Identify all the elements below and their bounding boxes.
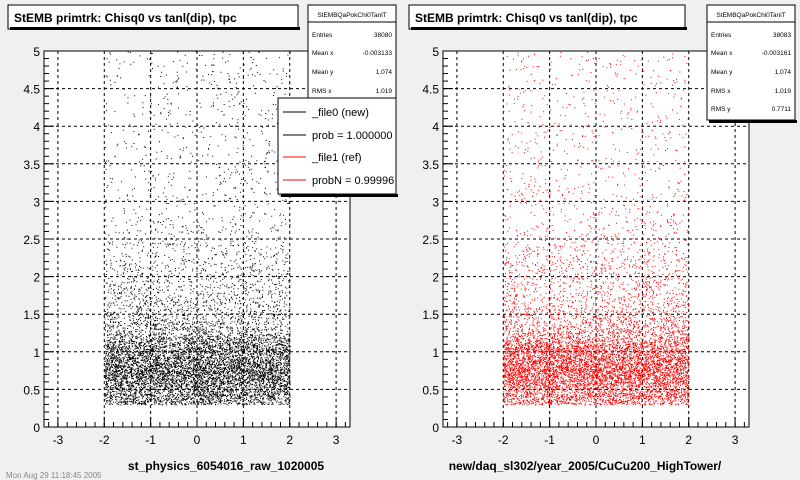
stats-value: 1.019 [775, 88, 792, 95]
x-tick-label: -3 [53, 433, 64, 447]
y-tick-label: 4 [33, 120, 40, 134]
stats-box: StEMBQaPokChi0TanlT Entries 38080 Mean x… [307, 4, 397, 106]
stats-label: Mean y [711, 69, 733, 76]
x-tick-label: 3 [732, 433, 739, 447]
legend-label-file1: _file1 (ref) [311, 152, 362, 164]
y-tick-label: 2.5 [23, 233, 40, 247]
legend-shadow [281, 194, 398, 197]
panel-left: -3 -2 -1 0 1 2 3 0 0.5 1 1.5 2 2.5 3 3.5 4 4.5 5 StEMB pr… [0, 0, 398, 480]
scatter-markers [104, 51, 291, 406]
x-tick-label: -3 [452, 433, 463, 447]
y-tick-label: 4 [432, 120, 439, 134]
x-tick-label: 0 [593, 433, 600, 447]
stats-box-shadow [709, 120, 797, 123]
stats-value: 38080 [374, 32, 392, 39]
stats-value: 38083 [773, 32, 791, 39]
scatter-markers [503, 52, 690, 406]
y-tick-label: 3 [432, 195, 439, 209]
title-box [408, 4, 686, 30]
stats-name: StEMBQaPokChi0TanlT [716, 12, 785, 19]
y-tick-label: 3.5 [23, 158, 40, 172]
x-tick-label: 2 [685, 433, 692, 447]
y-tick-label: 5 [33, 45, 40, 59]
x-tick-label: 1 [240, 433, 247, 447]
x-tick-label: 0 [194, 433, 201, 447]
x-tick-label: -2 [498, 433, 509, 447]
y-tick-label: 2 [33, 271, 40, 285]
stats-label: Entries [711, 32, 732, 39]
title-box-shadow [10, 27, 300, 30]
legend-label-probn: probN = 0.99996 [312, 175, 394, 187]
y-tick-label: 1.5 [23, 308, 40, 322]
y-tick-label: 0 [33, 421, 40, 435]
footer-date: Mon Aug 29 11:18:45 2005 [6, 471, 102, 480]
stats-box: StEMBQaPokChi0TanlT Entries 38083 Mean x… [706, 4, 797, 123]
legend: _file0 (new) prob = 1.000000 _file1 (ref… [277, 97, 398, 197]
stats-label: Mean x [312, 50, 334, 57]
stats-value: 1.074 [775, 69, 792, 76]
y-tick-label: 2 [432, 271, 439, 285]
stats-value: 1.019 [376, 88, 393, 95]
panel-right: -3 -2 -1 0 1 2 3 0 0.5 1 1.5 2 2.5 3 3.5 4 4.5 5 StEMB pr… [400, 0, 800, 480]
title-box-shadow [411, 27, 687, 30]
x-tick-label: -1 [145, 433, 156, 447]
y-tick-label: 5 [432, 45, 439, 59]
stats-value: 1.074 [376, 69, 393, 76]
chart-title: StEMB primtrk: Chisq0 vs tanl(dip), tpc [415, 11, 638, 25]
y-tick-label: 3.5 [422, 158, 439, 172]
scatter-points [104, 51, 291, 406]
scatter-points [503, 52, 690, 406]
y-tick-label: 2.5 [422, 233, 439, 247]
y-tick-label: 4.5 [23, 83, 40, 97]
x-axis-label: new/daq_sl302/year_2005/CuCu200_HighTowe… [449, 459, 722, 473]
y-tick-label: 0.5 [23, 383, 40, 397]
x-tick-label: -2 [99, 433, 110, 447]
x-axis-label: st_physics_6054016_raw_1020005 [128, 459, 324, 473]
y-tick-label: 0 [432, 421, 439, 435]
stats-value: -0.003133 [363, 50, 393, 57]
stats-value: -0.003161 [762, 50, 792, 57]
axes: -3 -2 -1 0 1 2 3 0 0.5 1 1.5 2 2.5 3 3.5 4 4.5 5 [23, 45, 346, 447]
y-tick-label: 1.5 [422, 308, 439, 322]
y-tick-label: 0.5 [422, 383, 439, 397]
legend-label-prob: prob = 1.000000 [312, 130, 392, 142]
axes: -3 -2 -1 0 1 2 3 0 0.5 1 1.5 2 2.5 3 3.5 4 4.5 5 [422, 45, 745, 447]
stats-label: RMS x [312, 88, 332, 95]
legend-label-file0: _file0 (new) [311, 107, 369, 119]
stats-label: RMS y [711, 106, 731, 113]
x-tick-label: 1 [639, 433, 646, 447]
stats-label: Mean x [711, 50, 733, 57]
legend-frame [277, 97, 397, 195]
y-tick-label: 1 [33, 346, 40, 360]
stats-label: Mean y [312, 69, 334, 76]
y-tick-label: 1 [432, 346, 439, 360]
stats-name: StEMBQaPokChi0TanlT [317, 12, 386, 19]
x-tick-label: 2 [286, 433, 293, 447]
y-tick-label: 3 [33, 195, 40, 209]
stats-label: Entries [312, 32, 333, 39]
x-tick-label: -1 [544, 433, 555, 447]
stats-box-frame [706, 4, 796, 121]
y-tick-label: 4.5 [422, 83, 439, 97]
stats-label: RMS x [711, 88, 731, 95]
x-tick-label: 3 [333, 433, 340, 447]
chart-title: StEMB primtrk: Chisq0 vs tanl(dip), tpc [14, 11, 237, 25]
stats-value: 0.7711 [772, 106, 792, 113]
